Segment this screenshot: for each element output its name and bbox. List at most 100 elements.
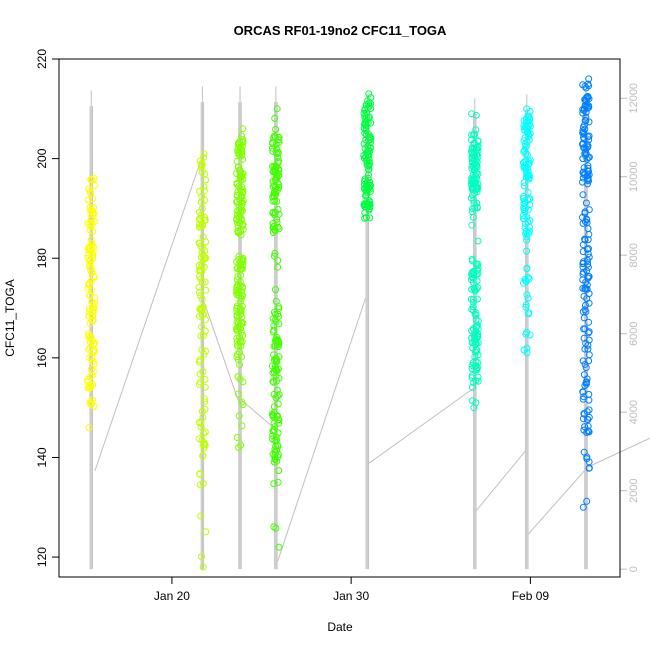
data-point xyxy=(585,406,593,414)
data-point xyxy=(585,245,592,253)
chart-title: ORCAS RF01-19no2 CFC11_TOGA xyxy=(234,23,447,38)
data-point xyxy=(88,354,96,362)
data-point xyxy=(471,310,479,318)
data-point xyxy=(269,147,277,155)
data-point xyxy=(580,393,588,401)
data-point xyxy=(233,180,241,188)
data-point xyxy=(273,218,281,226)
data-point xyxy=(472,362,480,370)
data-point xyxy=(199,244,207,252)
data-point xyxy=(201,213,208,221)
altitude-transit-line xyxy=(587,437,650,468)
data-point xyxy=(202,347,210,355)
data-point xyxy=(269,220,277,228)
data-point xyxy=(468,397,476,405)
data-point xyxy=(274,392,281,400)
data-point xyxy=(270,480,278,488)
y-tick-label: 220 xyxy=(35,49,49,69)
data-point xyxy=(238,320,246,327)
data-point xyxy=(238,132,245,140)
data-point xyxy=(272,433,280,441)
data-point xyxy=(197,212,205,220)
data-point xyxy=(525,136,533,144)
data-point xyxy=(235,163,243,171)
data-point xyxy=(526,114,533,122)
data-point xyxy=(86,399,94,407)
data-point xyxy=(84,219,92,227)
data-point xyxy=(273,145,281,153)
data-point xyxy=(523,349,531,357)
data-point xyxy=(522,330,530,338)
data-point xyxy=(234,273,242,280)
data-point xyxy=(523,138,531,146)
data-point xyxy=(237,208,245,216)
data-point xyxy=(196,288,203,296)
data-point xyxy=(270,326,278,334)
data-point xyxy=(468,305,476,313)
data-point xyxy=(581,423,589,431)
data-point xyxy=(523,105,531,113)
y-axis-label: CFC11_TOGA xyxy=(3,279,17,357)
data-point xyxy=(470,186,478,194)
data-point xyxy=(235,201,243,209)
data-point xyxy=(469,213,477,221)
data-point xyxy=(268,144,276,152)
data-point xyxy=(198,278,206,286)
data-point xyxy=(198,346,206,354)
data-point xyxy=(201,327,209,335)
data-point xyxy=(522,227,530,235)
data-point xyxy=(234,290,242,298)
data-point xyxy=(199,368,207,376)
data-point xyxy=(585,464,593,472)
data-point xyxy=(582,364,590,372)
data-point xyxy=(273,441,281,449)
data-point xyxy=(90,360,98,368)
data-point xyxy=(582,339,590,347)
data-point xyxy=(269,209,277,217)
data-point xyxy=(470,378,478,386)
data-point xyxy=(582,199,590,207)
data-point xyxy=(583,175,591,183)
data-point xyxy=(470,404,478,412)
data-point xyxy=(87,333,95,341)
data-point xyxy=(583,245,591,253)
data-point xyxy=(581,125,589,133)
data-point xyxy=(200,150,208,158)
data-point xyxy=(233,434,241,441)
data-point xyxy=(471,286,479,293)
data-point xyxy=(365,153,373,161)
data-point xyxy=(365,133,373,141)
data-points xyxy=(84,75,593,571)
y2-tick-label: 6000 xyxy=(628,321,640,345)
data-point xyxy=(272,297,280,305)
data-point xyxy=(234,390,242,398)
data-point xyxy=(468,149,476,157)
data-point xyxy=(195,239,203,247)
data-point xyxy=(468,148,475,156)
data-point xyxy=(202,528,210,536)
data-point xyxy=(236,144,244,151)
data-point xyxy=(362,101,370,109)
data-point xyxy=(582,380,590,388)
data-point xyxy=(270,523,278,531)
data-point xyxy=(233,342,241,349)
data-point xyxy=(90,348,98,356)
data-point xyxy=(87,190,95,198)
data-point xyxy=(200,429,207,437)
data-point xyxy=(521,208,528,215)
data-point xyxy=(580,410,588,418)
data-point xyxy=(467,295,475,303)
data-point xyxy=(470,156,478,164)
data-point xyxy=(90,346,98,354)
data-point xyxy=(473,321,481,329)
data-point xyxy=(468,374,476,382)
data-point xyxy=(581,360,589,368)
data-point xyxy=(468,270,475,278)
data-point xyxy=(526,217,534,225)
data-point xyxy=(473,204,481,212)
x-axis-label: Date xyxy=(327,620,353,634)
data-point xyxy=(198,295,206,303)
data-point xyxy=(585,357,593,365)
data-point xyxy=(273,412,281,420)
